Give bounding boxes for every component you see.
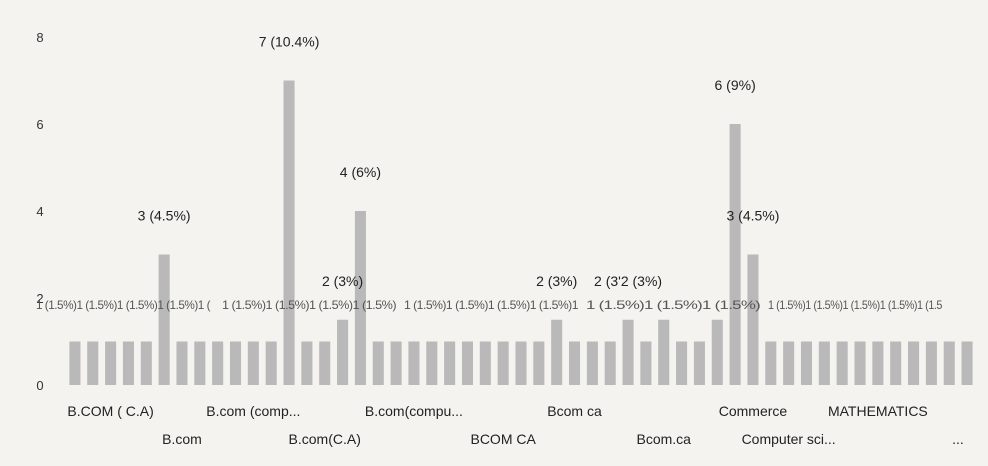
bar xyxy=(586,341,598,385)
data-label-cluster: 1 (1.5%)1 (1.5%)1 (1.5%)1 (1.5%)1 (1.5 xyxy=(768,298,943,312)
bar xyxy=(319,341,331,385)
bar xyxy=(444,341,456,385)
data-label-cluster: 1 (1.5%)1 (1.5%)1 (1.5%)1 (1.5%)1 xyxy=(404,298,579,312)
bar xyxy=(69,341,81,385)
bar xyxy=(533,341,545,385)
bar xyxy=(390,341,402,385)
bar xyxy=(497,341,509,385)
data-label: 3 (4.5%) xyxy=(138,208,191,224)
x-tick-label: Commerce xyxy=(719,403,788,419)
bar xyxy=(783,341,795,385)
bar xyxy=(658,319,670,385)
bar xyxy=(765,341,777,385)
y-tick-label: 8 xyxy=(36,30,43,45)
y-tick-label: 2 xyxy=(36,291,43,306)
bar xyxy=(640,341,652,385)
bar xyxy=(372,341,384,385)
bar xyxy=(961,341,973,385)
bar xyxy=(229,341,242,385)
bar xyxy=(158,254,170,385)
bar xyxy=(890,341,902,385)
bar xyxy=(140,341,152,385)
x-tick-label: B.com xyxy=(162,431,202,447)
bar xyxy=(551,319,563,385)
bar xyxy=(479,341,491,385)
bar xyxy=(622,319,634,385)
x-tick-label: Bcom ca xyxy=(547,403,602,419)
y-tick-label: 0 xyxy=(36,378,43,393)
bar xyxy=(693,341,705,385)
bar xyxy=(854,341,866,385)
bar xyxy=(729,124,741,385)
bar xyxy=(354,211,366,385)
bar xyxy=(836,341,848,385)
bar xyxy=(800,341,813,385)
bar xyxy=(925,341,937,385)
data-label: 4 (6%) xyxy=(340,164,381,180)
x-tick-label: B.com(compu... xyxy=(365,403,463,419)
bar xyxy=(818,341,830,385)
bar xyxy=(408,341,420,385)
bar xyxy=(105,341,117,385)
bar xyxy=(515,341,527,385)
bar xyxy=(461,341,474,385)
data-label: 2 (3%) xyxy=(322,273,363,289)
bar xyxy=(283,80,295,385)
data-label: 6 (9%) xyxy=(715,77,756,93)
data-label: 7 (10.4%) xyxy=(259,34,320,50)
x-tick-label: Computer sci... xyxy=(742,431,836,447)
bar xyxy=(604,341,616,385)
bar xyxy=(194,341,206,385)
data-label-cluster: 1 (1.5%)1 (1.5%)1 (1.5%) xyxy=(586,298,761,312)
bar xyxy=(711,319,723,385)
bar xyxy=(247,341,259,385)
bar xyxy=(747,254,759,385)
x-tick-label: ... xyxy=(952,431,964,447)
x-tick-label: BCOM CA xyxy=(470,431,536,447)
bar xyxy=(337,319,349,385)
data-label-cluster: 1 (1.5%)1 (1.5%)1 (1.5%)1 (1.5%)1 ( xyxy=(36,298,210,312)
x-tick-label: B.com (comp... xyxy=(206,403,300,419)
data-label: 2 (3%) xyxy=(536,273,577,289)
bar xyxy=(943,341,955,385)
y-tick-label: 6 xyxy=(36,117,43,132)
bar xyxy=(676,341,688,385)
bar xyxy=(87,341,99,385)
bar xyxy=(872,341,884,385)
x-tick-label: Bcom.ca xyxy=(637,431,692,447)
bar xyxy=(301,341,313,385)
x-tick-label: MATHEMATICS xyxy=(828,403,928,419)
data-label: 2 (3'2 (3%) xyxy=(594,273,662,289)
y-tick-label: 4 xyxy=(36,204,43,219)
x-tick-label: B.com(C.A) xyxy=(289,431,361,447)
bar xyxy=(122,341,134,385)
data-label: 3 (4.5%) xyxy=(726,208,779,224)
data-label-cluster: 1 (1.5%)1 (1.5%)1 (1.5%)1 (1.5%) xyxy=(222,298,397,312)
bar xyxy=(908,341,920,385)
bar xyxy=(426,341,438,385)
bar xyxy=(265,341,277,385)
bar xyxy=(568,341,581,385)
bar xyxy=(212,341,224,385)
bar xyxy=(176,341,188,385)
x-tick-label: B.COM ( C.A) xyxy=(67,403,153,419)
